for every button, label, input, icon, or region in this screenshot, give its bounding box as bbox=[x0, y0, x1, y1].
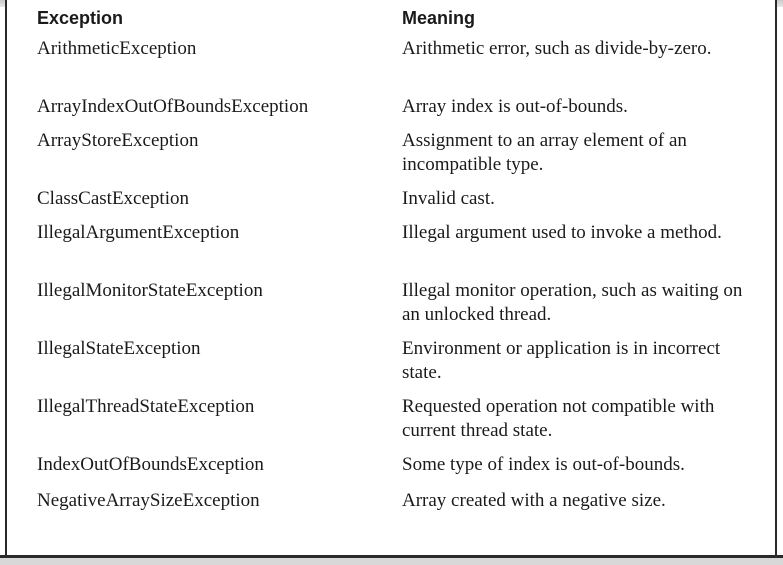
exception-name: IllegalThreadStateException bbox=[37, 396, 255, 417]
exception-name: ClassCastException bbox=[37, 188, 189, 209]
exception-meaning: Array index is out-of-bounds. bbox=[402, 96, 628, 117]
exception-name: IllegalMonitorStateException bbox=[37, 280, 263, 301]
table-row: ArithmeticException Arithmetic error, su… bbox=[7, 37, 775, 95]
exception-meaning: Environment or application is in incorre… bbox=[402, 338, 721, 383]
table-body: ArithmeticException Arithmetic error, su… bbox=[7, 35, 775, 521]
table-row: ArrayStoreException Assignment to an arr… bbox=[7, 129, 775, 187]
exception-meaning: Illegal argument used to invoke a method… bbox=[402, 222, 722, 243]
exception-name: IndexOutOfBoundsException bbox=[37, 454, 264, 475]
table-row: NegativeArraySizeException Array created… bbox=[7, 489, 775, 523]
table-header: Exception Meaning bbox=[7, 7, 775, 35]
header-exception: Exception bbox=[37, 8, 124, 28]
exception-meaning: Array created with a negative size. bbox=[402, 490, 666, 511]
exception-meaning: Some type of index is out-of-bounds. bbox=[402, 454, 685, 475]
exception-meaning: Illegal monitor operation, such as waiti… bbox=[402, 280, 743, 325]
table-row: ClassCastException Invalid cast. bbox=[7, 187, 775, 221]
exception-meaning: Requested operation not compatible with … bbox=[402, 396, 715, 441]
exception-meaning: Invalid cast. bbox=[402, 188, 495, 209]
exception-name: ArrayIndexOutOfBoundsException bbox=[37, 96, 309, 117]
table-row: ArrayIndexOutOfBoundsException Array ind… bbox=[7, 95, 775, 129]
exception-table: Exception Meaning ArithmeticException Ar… bbox=[5, 0, 777, 565]
table-row: IllegalStateException Environment or app… bbox=[7, 337, 775, 395]
table-row: IndexOutOfBoundsException Some type of i… bbox=[7, 453, 775, 489]
header-meaning: Meaning bbox=[402, 8, 476, 28]
exception-name: IllegalArgumentException bbox=[37, 222, 240, 243]
table-row: IllegalThreadStateException Requested op… bbox=[7, 395, 775, 453]
table-row: IllegalMonitorStateException Illegal mon… bbox=[7, 279, 775, 337]
exception-name: NegativeArraySizeException bbox=[37, 490, 260, 511]
exception-meaning: Assignment to an array element of an inc… bbox=[402, 130, 687, 175]
table-row: IllegalArgumentException Illegal argumen… bbox=[7, 221, 775, 279]
exception-name: ArithmeticException bbox=[37, 38, 197, 59]
exception-meaning: Arithmetic error, such as divide-by-zero… bbox=[402, 38, 712, 59]
exception-name: IllegalStateException bbox=[37, 338, 201, 359]
table-bottom-rule bbox=[0, 555, 783, 565]
exception-name: ArrayStoreException bbox=[37, 130, 199, 151]
